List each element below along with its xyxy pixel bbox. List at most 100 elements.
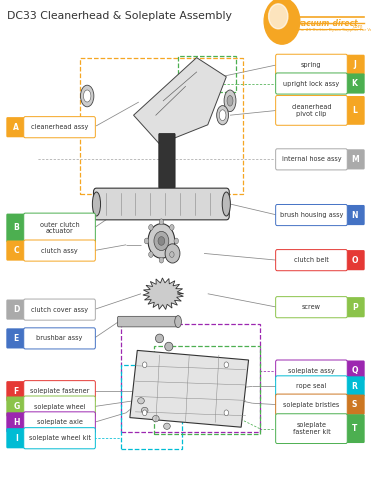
Text: DC33 Cleanerhead & Soleplate Assembly: DC33 Cleanerhead & Soleplate Assembly — [7, 11, 232, 21]
FancyBboxPatch shape — [345, 55, 365, 75]
Text: com: com — [353, 24, 364, 29]
FancyBboxPatch shape — [276, 297, 347, 318]
Bar — [121, 365, 182, 449]
FancyBboxPatch shape — [6, 117, 26, 137]
Ellipse shape — [224, 362, 229, 368]
FancyBboxPatch shape — [345, 205, 365, 225]
FancyBboxPatch shape — [118, 316, 179, 327]
Bar — [80, 58, 243, 194]
Ellipse shape — [174, 238, 178, 244]
FancyBboxPatch shape — [6, 381, 26, 401]
Text: F: F — [14, 387, 19, 396]
FancyBboxPatch shape — [24, 299, 95, 320]
FancyBboxPatch shape — [276, 414, 347, 444]
Text: D: D — [13, 305, 20, 314]
Text: spring: spring — [301, 62, 322, 68]
Ellipse shape — [170, 252, 174, 257]
FancyBboxPatch shape — [24, 213, 95, 243]
Ellipse shape — [217, 106, 229, 125]
Ellipse shape — [144, 238, 149, 244]
FancyBboxPatch shape — [6, 328, 26, 348]
FancyBboxPatch shape — [276, 204, 347, 226]
Text: Q: Q — [351, 366, 358, 375]
FancyBboxPatch shape — [345, 376, 365, 396]
FancyBboxPatch shape — [276, 376, 347, 397]
Text: H: H — [13, 418, 20, 427]
Text: brush housing assy: brush housing assy — [280, 212, 343, 218]
FancyBboxPatch shape — [276, 73, 347, 94]
Ellipse shape — [227, 96, 233, 106]
Text: J: J — [353, 60, 356, 69]
Ellipse shape — [219, 110, 226, 120]
Text: soleplate assy: soleplate assy — [288, 368, 335, 373]
Polygon shape — [130, 350, 249, 427]
FancyBboxPatch shape — [24, 328, 95, 349]
Text: E: E — [14, 334, 19, 343]
Ellipse shape — [164, 423, 170, 429]
Ellipse shape — [155, 334, 164, 343]
Text: clutch belt: clutch belt — [294, 257, 329, 263]
Circle shape — [264, 0, 300, 44]
FancyBboxPatch shape — [24, 117, 95, 138]
Ellipse shape — [159, 219, 164, 225]
Text: M: M — [351, 155, 358, 164]
FancyBboxPatch shape — [93, 188, 229, 220]
Text: clutch assy: clutch assy — [41, 248, 78, 253]
Ellipse shape — [159, 257, 164, 263]
FancyBboxPatch shape — [276, 250, 347, 271]
Text: C: C — [13, 246, 19, 255]
Ellipse shape — [138, 397, 144, 404]
Text: I: I — [15, 434, 18, 443]
Ellipse shape — [141, 407, 148, 414]
Polygon shape — [143, 278, 184, 310]
Text: A: A — [13, 123, 19, 132]
Ellipse shape — [149, 252, 153, 257]
Ellipse shape — [152, 415, 159, 422]
Text: soleplate wheel kit: soleplate wheel kit — [29, 435, 91, 441]
FancyBboxPatch shape — [345, 73, 365, 94]
Text: The #1 On-Line Dyson Supplier For Vacuums: The #1 On-Line Dyson Supplier For Vacuum… — [297, 28, 371, 32]
Ellipse shape — [83, 90, 91, 102]
Text: soleplate
fastener kit: soleplate fastener kit — [293, 422, 330, 435]
Circle shape — [269, 4, 288, 29]
FancyBboxPatch shape — [24, 381, 95, 402]
Ellipse shape — [165, 244, 180, 263]
Ellipse shape — [149, 225, 153, 230]
Text: L: L — [352, 106, 357, 115]
Text: soleplate fastener: soleplate fastener — [30, 388, 89, 394]
FancyBboxPatch shape — [345, 149, 365, 169]
Bar — [178, 56, 236, 92]
FancyBboxPatch shape — [345, 250, 365, 270]
Ellipse shape — [148, 224, 175, 258]
Text: internal hose assy: internal hose assy — [282, 156, 341, 162]
Text: R: R — [352, 382, 358, 391]
Text: O: O — [351, 256, 358, 264]
FancyBboxPatch shape — [24, 412, 95, 433]
Ellipse shape — [92, 192, 101, 216]
FancyBboxPatch shape — [24, 240, 95, 261]
Text: screw: screw — [302, 304, 321, 310]
Ellipse shape — [81, 85, 94, 107]
Ellipse shape — [158, 237, 165, 245]
FancyBboxPatch shape — [276, 360, 347, 381]
Text: soleplate wheel: soleplate wheel — [34, 404, 85, 409]
Text: cleanerhead
pivot clip: cleanerhead pivot clip — [291, 104, 332, 117]
Text: S: S — [352, 400, 357, 409]
FancyBboxPatch shape — [276, 149, 347, 170]
FancyBboxPatch shape — [6, 412, 26, 432]
FancyBboxPatch shape — [345, 360, 365, 381]
Text: N: N — [351, 211, 358, 219]
FancyBboxPatch shape — [6, 214, 26, 242]
Ellipse shape — [222, 192, 230, 216]
FancyBboxPatch shape — [345, 297, 365, 317]
FancyBboxPatch shape — [159, 133, 175, 188]
Text: K: K — [352, 79, 358, 88]
Text: clutch cover assy: clutch cover assy — [31, 307, 88, 312]
Text: T: T — [352, 424, 357, 433]
Ellipse shape — [170, 225, 174, 230]
FancyBboxPatch shape — [6, 240, 26, 261]
FancyBboxPatch shape — [24, 428, 95, 449]
Text: outer clutch
actuator: outer clutch actuator — [40, 222, 79, 234]
Polygon shape — [134, 58, 226, 144]
FancyBboxPatch shape — [6, 428, 26, 448]
